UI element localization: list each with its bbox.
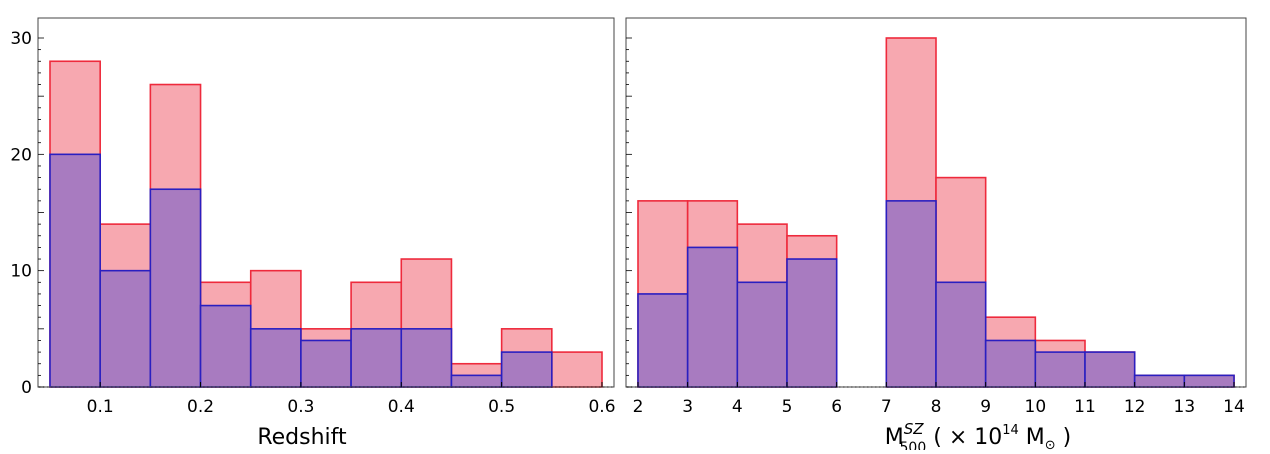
redshift-plot-frame (37, 17, 615, 388)
redshift-y-tick-label: 30 (10, 29, 32, 49)
redshift-x-tick-label: 0.3 (287, 397, 314, 417)
mass-bar-series-2-bin-4 (786, 258, 838, 388)
redshift-x-tick-label: 0.2 (187, 397, 214, 417)
redshift-bar-series-2-bin-7 (350, 328, 403, 388)
redshift-bar-series-2-bin-2 (99, 269, 152, 388)
mass-x-tick-label: 14 (1223, 397, 1245, 417)
redshift-x-tick-label: 0.6 (588, 397, 615, 417)
redshift-x-tick-label: 0.4 (388, 397, 415, 417)
mass-x-tick-label: 3 (682, 397, 693, 417)
redshift-bar-series-2-bin-6 (300, 339, 352, 388)
redshift-bar-series-2-bin-3 (149, 188, 202, 388)
mass-x-tick-label: 5 (782, 397, 793, 417)
redshift-bar-series-2-bin-4 (199, 304, 252, 388)
mass-x-tick-label: 7 (881, 397, 892, 417)
mass-bar-series-2-bin-9 (1034, 351, 1086, 388)
redshift-x-tick-label: 0.5 (488, 397, 515, 417)
mass-bar-series-2-bin-2 (686, 246, 739, 388)
mass-x-axis-title: MSZ 500 ( × 1014 M⊙ ) (885, 420, 1072, 450)
mass-x-tick-label: 2 (633, 397, 644, 417)
mass-bar-series-2-bin-10 (1084, 351, 1136, 388)
redshift-histogram-panel: 0.1 0.2 0.3 0.4 0.5 0.6 0 10 20 30 Redshift (10, 17, 616, 450)
mass-bar-series-2-bin-8 (984, 339, 1037, 388)
redshift-bar-series-2-bin-1 (49, 153, 101, 388)
redshift-bar-series-1-bin-11 (551, 351, 603, 388)
mass-bar-series-2-bin-3 (736, 281, 788, 388)
mass-bar-series-2-bin-12 (1183, 374, 1235, 388)
redshift-bar-series-2-bin-9 (450, 374, 503, 388)
mass-x-tick-label: 11 (1074, 397, 1096, 417)
mass-bar-series-2-bin-6 (885, 200, 937, 388)
redshift-y-tick-label: 10 (10, 262, 32, 282)
mass-x-tick-label: 6 (831, 397, 842, 417)
mass-x-tick-label: 9 (980, 397, 991, 417)
mass-x-tick-label: 13 (1174, 397, 1196, 417)
redshift-bar-series-2-bin-10 (500, 351, 553, 388)
redshift-bar-series-2-bin-5 (249, 328, 302, 388)
mass-bar-series-2-bin-1 (637, 293, 689, 388)
mass-bar-series-2-bin-7 (935, 281, 987, 388)
mass-x-tick-label: 8 (931, 397, 942, 417)
redshift-x-axis-title: Redshift (257, 425, 347, 450)
redshift-x-tick-label: 0.1 (87, 397, 114, 417)
mass-x-tick-label: 10 (1025, 397, 1047, 417)
redshift-y-tick-label: 20 (10, 145, 32, 165)
mass-x-tick-label: 12 (1124, 397, 1146, 417)
redshift-y-tick-label: 0 (21, 378, 32, 398)
mass-histogram-panel: 2 3 4 5 6 7 8 9 10 11 12 13 14 MSZ 500 ( × 1014 M⊙ ) (625, 17, 1247, 454)
mass-bar-series-2-bin-11 (1133, 374, 1186, 388)
mass-x-tick-label: 4 (732, 397, 743, 417)
redshift-bar-series-2-bin-8 (400, 328, 453, 388)
